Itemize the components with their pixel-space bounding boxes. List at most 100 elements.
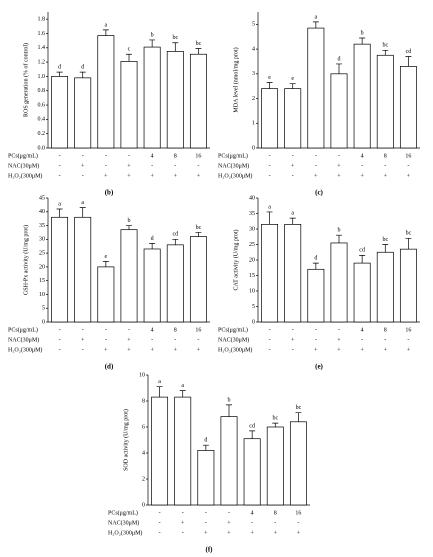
bar xyxy=(189,236,207,323)
treatment-value: - xyxy=(297,520,299,526)
y-tick-label: 8 xyxy=(142,398,145,404)
treatment-value: - xyxy=(82,347,84,353)
treatment-value: - xyxy=(105,163,107,169)
treatment-value: - xyxy=(105,153,107,159)
treatment-value: - xyxy=(292,347,294,353)
bar xyxy=(220,416,238,506)
bar xyxy=(261,224,279,323)
bar xyxy=(143,248,161,323)
treatment-value: - xyxy=(59,347,61,353)
treatment-label: NAC(30μM) xyxy=(108,519,139,526)
y-tick-label: 1.6 xyxy=(38,31,46,37)
y-tick-label: 10 xyxy=(39,292,45,298)
y-tick-label: 0 xyxy=(42,319,45,325)
treatment-value: - xyxy=(82,173,84,179)
bar xyxy=(97,266,115,323)
significance-label: d xyxy=(204,438,207,444)
treatment-value: + xyxy=(127,337,131,343)
bar xyxy=(174,396,192,506)
error-bar xyxy=(156,386,163,398)
treatment-value: + xyxy=(204,530,208,536)
error-bar xyxy=(56,208,63,218)
error-bar xyxy=(336,234,342,243)
significance-label: b xyxy=(151,32,154,38)
y-tick-label: 4 xyxy=(142,450,145,456)
treatment-value: - xyxy=(128,153,130,159)
treatment-value: - xyxy=(182,510,184,516)
bar xyxy=(284,88,302,149)
significance-label: a xyxy=(105,22,108,28)
error-bar xyxy=(56,71,63,77)
significance-label: e xyxy=(291,76,294,82)
y-tick-label: 25 xyxy=(39,250,45,256)
error-bar xyxy=(289,217,296,225)
treatment-value: + xyxy=(197,347,201,353)
treatment-value: 8 xyxy=(174,153,177,159)
significance-label: d xyxy=(314,255,317,261)
treatment-value: + xyxy=(384,173,388,179)
y-tick-label: 30 xyxy=(39,237,45,243)
bar xyxy=(151,396,169,506)
y-tick-label: 1 xyxy=(252,121,255,127)
treatment-value: - xyxy=(197,163,199,169)
treatment-value: 4 xyxy=(251,510,254,516)
treatment-value: - xyxy=(269,153,271,159)
treatment-value: + xyxy=(314,173,318,179)
significance-label: a xyxy=(81,200,84,206)
y-tick-label: 35 xyxy=(39,223,45,229)
y-tick-label: 40 xyxy=(39,209,45,215)
y-tick-label: 10 xyxy=(139,372,145,378)
bar xyxy=(261,88,279,149)
panel-label: (d) xyxy=(105,363,114,371)
significance-label: bc xyxy=(196,41,202,47)
y-tick-label: 15 xyxy=(249,273,255,279)
treatment-label: H₂O₂(300μM) xyxy=(218,346,252,353)
error-bar xyxy=(149,243,156,249)
error-bar xyxy=(336,63,342,74)
error-bar xyxy=(405,56,412,67)
treatment-value: - xyxy=(159,530,161,536)
treatment-value: + xyxy=(104,173,108,179)
bar xyxy=(74,216,92,323)
treatment-value: - xyxy=(159,510,161,516)
significance-label: a xyxy=(268,204,271,210)
y-axis-title: CAT activity (U/mg prot) xyxy=(232,229,239,290)
significance-label: b xyxy=(128,218,131,224)
treatment-value: + xyxy=(407,173,411,179)
bar xyxy=(307,268,325,323)
error-bar xyxy=(359,37,366,45)
y-axis-title: MDA level (nmol/mg prot) xyxy=(232,47,239,112)
significance-label: a xyxy=(291,211,294,217)
bar xyxy=(353,43,371,149)
significance-label: bc xyxy=(172,35,178,41)
treatment-value: 4 xyxy=(151,327,154,333)
bar xyxy=(289,421,307,506)
treatment-value: - xyxy=(384,163,386,169)
bar xyxy=(120,229,138,323)
bar xyxy=(74,77,92,149)
significance-label: e xyxy=(105,254,108,260)
error-bar xyxy=(102,29,109,36)
y-tick-label: 40 xyxy=(249,195,255,201)
treatment-value: + xyxy=(407,347,411,353)
treatment-value: - xyxy=(59,327,61,333)
y-tick-label: 0.0 xyxy=(38,145,46,151)
treatment-value: - xyxy=(59,153,61,159)
treatment-value: + xyxy=(360,173,364,179)
treatment-value: - xyxy=(205,510,207,516)
significance-label: bc xyxy=(406,231,412,237)
treatment-value: + xyxy=(291,337,295,343)
y-tick-label: 10 xyxy=(249,288,255,294)
treatment-label: NAC(30μM) xyxy=(8,162,39,169)
error-bar xyxy=(195,48,202,55)
significance-label: b xyxy=(228,397,231,403)
treatment-label: PCs(μg/mL) xyxy=(218,326,248,333)
significance-label: d xyxy=(81,65,84,71)
significance-label: b xyxy=(361,30,364,36)
treatment-value: 8 xyxy=(384,327,387,333)
treatment-value: - xyxy=(151,337,153,343)
error-bar xyxy=(202,444,209,451)
significance-label: d xyxy=(338,56,341,62)
treatment-value: - xyxy=(59,163,61,169)
